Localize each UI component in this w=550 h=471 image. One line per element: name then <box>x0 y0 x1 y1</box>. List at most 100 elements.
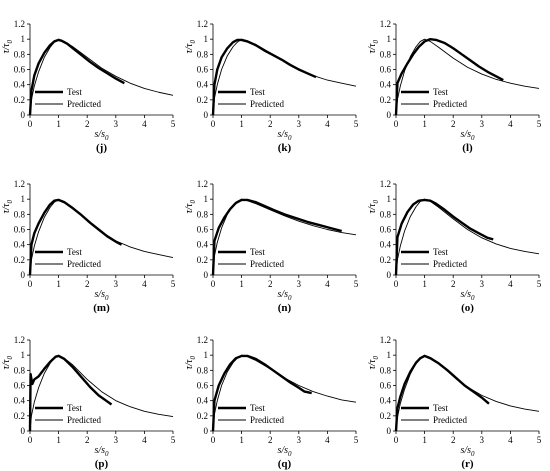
chart-panel-n: 0 1 2 3 4 5 0 0.2 0.4 0.6 0.8 1 1.2 s/s0 τ/τ0 Test Predi… <box>184 179 359 314</box>
y-tick-label: 0.8 <box>380 209 392 219</box>
x-tick-label: 5 <box>171 279 176 289</box>
y-tick-label: 0.2 <box>197 411 208 421</box>
y-tick-label: 0.6 <box>380 65 392 75</box>
x-tick-label: 2 <box>85 279 90 289</box>
y-tick-label: 1 <box>387 350 392 360</box>
y-tick-label: 0 <box>21 426 26 436</box>
x-tick-label: 3 <box>480 119 485 129</box>
y-tick-label: 1 <box>387 34 392 44</box>
y-tick-label: 0.4 <box>380 396 392 406</box>
x-tick-label: 5 <box>171 435 176 445</box>
x-tick-label: 3 <box>114 435 119 445</box>
panel-label: (n) <box>278 302 292 314</box>
x-tick-label: 5 <box>537 435 542 445</box>
y-tick-label: 0.8 <box>14 49 26 59</box>
y-tick-label: 0.6 <box>197 225 209 235</box>
y-tick-label: 0.2 <box>14 255 25 265</box>
y-tick-label: 1.2 <box>197 19 208 29</box>
series-line-test <box>211 354 312 432</box>
legend-label-test: Test <box>67 87 82 97</box>
x-tick-label: 3 <box>480 279 485 289</box>
y-tick-label: 0.6 <box>14 225 26 235</box>
y-tick-label: 1 <box>204 350 209 360</box>
x-tick-label: 2 <box>451 279 456 289</box>
series-line-predicted <box>212 38 357 116</box>
x-tick-label: 0 <box>211 279 216 289</box>
y-tick-label: 0 <box>387 270 392 280</box>
panel-label: (q) <box>278 458 292 470</box>
x-axis-label: s/s0 <box>460 445 475 458</box>
y-tick-label: 0.8 <box>380 49 392 59</box>
legend-label-predicted: Predicted <box>433 99 467 109</box>
series-line-test <box>394 354 490 432</box>
x-tick-label: 5 <box>354 435 359 445</box>
chart-panel-p: 0 1 2 3 4 5 0 0.2 0.4 0.6 0.8 1 1.2 s/s0 τ/τ0 Test Predi… <box>1 335 176 470</box>
y-tick-label: 0 <box>21 270 26 280</box>
y-tick-label: 0.4 <box>380 240 392 250</box>
y-tick-label: 0 <box>387 110 392 120</box>
series-line-predicted <box>29 38 174 116</box>
y-tick-label: 0.2 <box>380 255 391 265</box>
x-tick-label: 1 <box>239 279 244 289</box>
y-tick-label: 1 <box>204 194 209 204</box>
y-tick-label: 1 <box>21 350 26 360</box>
x-axis-label: s/s0 <box>94 445 109 458</box>
chart-panel-k: 0 1 2 3 4 5 0 0.2 0.4 0.6 0.8 1 1.2 s/s0 τ/τ0 Test Predi… <box>184 19 359 154</box>
x-tick-label: 0 <box>394 435 399 445</box>
x-tick-label: 4 <box>325 435 330 445</box>
y-tick-label: 1.2 <box>14 19 25 29</box>
panel-label: (k) <box>278 142 292 154</box>
y-tick-label: 0 <box>387 426 392 436</box>
x-tick-label: 4 <box>325 279 330 289</box>
y-tick-label: 0.4 <box>14 80 26 90</box>
series-line-predicted <box>395 38 540 116</box>
x-tick-label: 3 <box>114 279 119 289</box>
x-tick-label: 2 <box>268 279 273 289</box>
series-line-predicted <box>395 198 540 276</box>
x-tick-label: 4 <box>325 119 330 129</box>
y-tick-label: 0.2 <box>14 411 25 421</box>
x-tick-label: 1 <box>239 435 244 445</box>
x-tick-label: 0 <box>211 119 216 129</box>
y-tick-label: 0.6 <box>197 381 209 391</box>
x-tick-label: 2 <box>451 435 456 445</box>
series-line-predicted <box>212 354 357 432</box>
x-axis-label: s/s0 <box>277 289 292 302</box>
y-tick-label: 0.2 <box>14 95 25 105</box>
x-tick-label: 0 <box>394 279 399 289</box>
y-tick-label: 0.8 <box>14 365 26 375</box>
series-line-predicted <box>395 354 540 432</box>
y-tick-label: 0.8 <box>14 209 26 219</box>
legend-label-predicted: Predicted <box>67 99 101 109</box>
y-tick-label: 0.2 <box>380 95 391 105</box>
panel-label: (o) <box>461 302 474 314</box>
y-tick-label: 1.2 <box>14 179 25 189</box>
y-tick-label: 0.2 <box>197 95 208 105</box>
x-tick-label: 4 <box>508 119 513 129</box>
legend-label-test: Test <box>433 87 448 97</box>
x-tick-label: 1 <box>239 119 244 129</box>
x-tick-label: 2 <box>268 119 273 129</box>
x-tick-label: 0 <box>394 119 399 129</box>
x-tick-label: 1 <box>56 279 61 289</box>
legend-label-test: Test <box>250 87 265 97</box>
y-tick-label: 0 <box>204 270 209 280</box>
series-line-test <box>394 37 504 116</box>
y-tick-label: 1.2 <box>380 19 391 29</box>
chart-panel-o: 0 1 2 3 4 5 0 0.2 0.4 0.6 0.8 1 1.2 s/s0 τ/τ0 Test Predi… <box>367 179 542 314</box>
legend-label-predicted: Predicted <box>250 415 284 425</box>
y-tick-label: 1.2 <box>14 335 25 345</box>
x-tick-label: 4 <box>142 119 147 129</box>
y-axis-label: τ/τ0 <box>184 200 197 214</box>
y-tick-label: 1.2 <box>380 179 391 189</box>
y-tick-label: 0.6 <box>14 381 26 391</box>
x-tick-label: 3 <box>297 279 302 289</box>
legend-label-test: Test <box>250 247 265 257</box>
x-tick-label: 5 <box>537 119 542 129</box>
x-tick-label: 4 <box>508 279 513 289</box>
x-tick-label: 3 <box>480 435 485 445</box>
y-tick-label: 0 <box>21 110 26 120</box>
y-tick-label: 0.6 <box>380 225 392 235</box>
y-tick-label: 1 <box>21 194 26 204</box>
y-axis-label: τ/τ0 <box>367 40 380 54</box>
